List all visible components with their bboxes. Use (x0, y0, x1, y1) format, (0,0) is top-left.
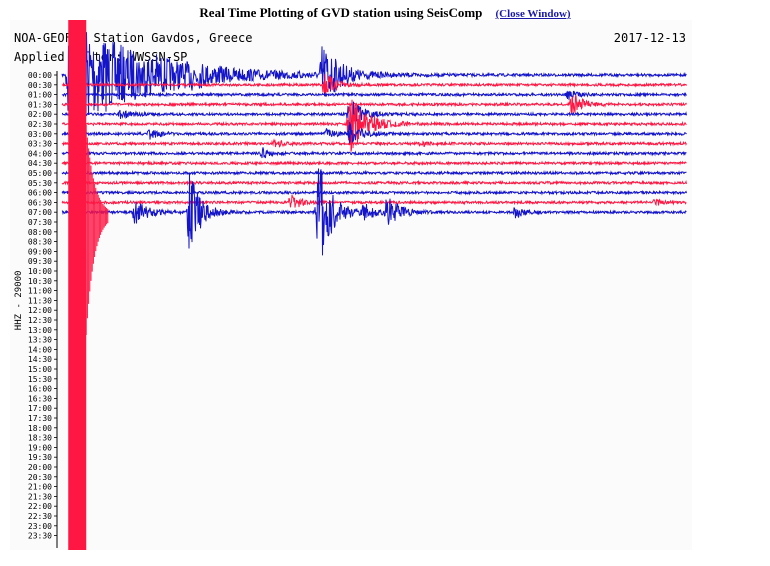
trace-row-9 (61, 160, 687, 167)
row-label: 08:30 (28, 238, 52, 247)
page-title: Real Time Plotting of GVD station using … (199, 5, 483, 20)
row-label: 20:00 (28, 463, 52, 472)
row-label: 11:30 (28, 296, 52, 305)
row-label: 16:00 (28, 385, 52, 394)
row-label: 13:30 (28, 336, 52, 345)
y-axis-label: HHZ - 29000 (14, 271, 24, 331)
station-title: NOA-GEOFON Station Gavdos, Greece (14, 31, 252, 45)
trace-row-14 (61, 168, 687, 256)
seismogram-svg: NOA-GEOFON Station Gavdos, Greece 2017-1… (14, 20, 687, 550)
trace-row-12 (61, 189, 687, 196)
row-label: 19:00 (28, 443, 52, 452)
row-label: 19:30 (28, 453, 52, 462)
row-label: 21:30 (28, 492, 52, 501)
row-label: 15:30 (28, 375, 52, 384)
row-label: 03:30 (28, 140, 52, 149)
row-label: 12:00 (28, 306, 52, 315)
trace-row-4 (61, 101, 687, 131)
trace-row-1 (61, 74, 687, 97)
row-label: 12:30 (28, 316, 52, 325)
row-label: 01:00 (28, 91, 52, 100)
row-label: 07:30 (28, 218, 52, 227)
saturated-event-band (68, 20, 87, 550)
trace-row-6 (61, 123, 687, 146)
row-label: 17:30 (28, 414, 52, 423)
row-label: 20:30 (28, 473, 52, 482)
trace-row-13 (61, 194, 687, 208)
row-label: 13:00 (28, 326, 52, 335)
row-label: 14:30 (28, 355, 52, 364)
row-label: 23:30 (28, 532, 52, 541)
event-coda (85, 125, 109, 335)
trace-row-7 (61, 138, 687, 148)
row-label: 06:00 (28, 189, 52, 198)
row-label: 14:00 (28, 345, 52, 354)
row-label: 09:00 (28, 247, 52, 256)
row-label: 09:30 (28, 257, 52, 266)
seismogram-plot: NOA-GEOFON Station Gavdos, Greece 2017-1… (10, 20, 692, 550)
traces-group (61, 20, 687, 550)
row-label: 10:30 (28, 277, 52, 286)
row-label: 04:30 (28, 159, 52, 168)
page-header: Real Time Plotting of GVD station using … (0, 2, 770, 21)
trace-row-8 (61, 147, 687, 159)
row-label: 05:30 (28, 179, 52, 188)
trace-row-3 (61, 95, 687, 114)
row-label: 00:00 (28, 71, 52, 80)
row-label: 22:30 (28, 512, 52, 521)
row-label: 07:00 (28, 208, 52, 217)
row-label: 06:30 (28, 198, 52, 207)
close-window-link[interactable]: (Close Window) (495, 8, 571, 20)
row-label: 02:00 (28, 110, 52, 119)
trace-row-11 (61, 179, 687, 186)
row-label: 10:00 (28, 267, 52, 276)
row-label: 22:00 (28, 502, 52, 511)
trace-row-10 (61, 169, 687, 177)
row-label: 00:30 (28, 81, 52, 90)
row-label: 15:00 (28, 365, 52, 374)
row-label: 17:00 (28, 404, 52, 413)
row-label: 02:30 (28, 120, 52, 129)
trace-row-5 (61, 99, 687, 152)
row-label: 18:30 (28, 434, 52, 443)
row-label: 11:00 (28, 287, 52, 296)
date-label: 2017-12-13 (614, 31, 686, 45)
row-label: 18:00 (28, 424, 52, 433)
row-label: 01:30 (28, 100, 52, 109)
row-labels-group: 00:0000:3001:0001:3002:0002:3003:0003:30… (28, 71, 57, 541)
row-label: 23:00 (28, 522, 52, 531)
trace-row-2 (61, 90, 687, 100)
row-label: 05:00 (28, 169, 52, 178)
row-label: 03:00 (28, 130, 52, 139)
filter-label: Applied filter: WWSSN-SP (14, 50, 187, 64)
row-label: 21:00 (28, 483, 52, 492)
row-label: 16:30 (28, 394, 52, 403)
row-label: 08:00 (28, 228, 52, 237)
row-label: 04:00 (28, 149, 52, 158)
